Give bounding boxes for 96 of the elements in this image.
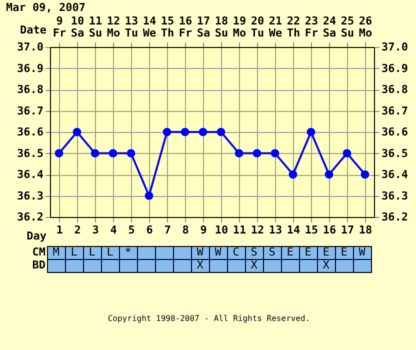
text: X bbox=[196, 258, 204, 272]
point bbox=[252, 149, 262, 158]
y-tick-label: 36.3 bbox=[17, 189, 44, 202]
point bbox=[270, 149, 280, 158]
x-tick-label: 7 bbox=[164, 224, 171, 236]
x2-tick-label: 25 Su bbox=[340, 14, 354, 40]
x-tick-label: 3 bbox=[92, 224, 99, 236]
point bbox=[54, 149, 64, 158]
x-tick-label: 8 bbox=[182, 224, 189, 236]
point bbox=[198, 128, 208, 136]
x2-tick-label: 14 We bbox=[142, 14, 156, 40]
y2-tick-label: 36.7 bbox=[382, 104, 408, 118]
y2-tick-label: 36.5 bbox=[382, 146, 408, 160]
point bbox=[126, 149, 136, 158]
y-tick-label: 36.5 bbox=[17, 146, 44, 160]
text: E bbox=[340, 246, 348, 258]
point bbox=[360, 170, 370, 179]
text: X bbox=[250, 258, 258, 272]
x2-tick-label: 11 Su bbox=[88, 14, 102, 40]
x-tick-label: 14 bbox=[286, 224, 300, 236]
point bbox=[234, 149, 244, 158]
y2-tick-label: 36.9 bbox=[382, 62, 408, 75]
point bbox=[216, 128, 226, 136]
x2-tick-label: 22 Th bbox=[286, 14, 300, 40]
point bbox=[288, 170, 298, 179]
text: S bbox=[268, 246, 276, 258]
x2-tick-label: 9 Fr bbox=[52, 14, 66, 40]
x-tick-label: 10 bbox=[214, 224, 228, 236]
x-tick-label: 18 bbox=[358, 224, 372, 236]
x2-tick-label: 23 Fr bbox=[304, 14, 318, 40]
point bbox=[90, 149, 100, 158]
x-tick-label: 11 bbox=[232, 224, 246, 236]
x-tick-label: 15 bbox=[304, 224, 318, 236]
text: C bbox=[232, 246, 240, 258]
y2-tick-label: 36.4 bbox=[382, 168, 408, 181]
y-tick-label: 36.4 bbox=[17, 168, 44, 181]
x-tick-label: 2 bbox=[74, 224, 81, 236]
x-tick-label: 9 bbox=[200, 224, 207, 236]
text: E bbox=[286, 246, 294, 258]
x2-tick-label: 16 Fr bbox=[178, 14, 192, 40]
y-tick-label: CM bbox=[32, 246, 46, 258]
x2-tick-label: 26 Mo bbox=[358, 14, 372, 40]
x-tick-label: 1 bbox=[56, 224, 64, 236]
x2-tick-label: 10 Sa bbox=[70, 14, 84, 40]
text: * bbox=[124, 246, 132, 258]
x-tick-label: 17 bbox=[340, 224, 354, 236]
text: Copyright 1998-2007 - All Rights Reserved. bbox=[108, 314, 310, 323]
x-tick-label: 6 bbox=[146, 224, 154, 236]
x-tick-label: 5 bbox=[128, 224, 135, 236]
y-tick-label: 36.9 bbox=[17, 62, 44, 75]
x2-axis-title: Date bbox=[20, 24, 47, 36]
x-tick-label: 16 bbox=[322, 224, 336, 236]
x2-tick-label: 12 Mo bbox=[106, 14, 120, 40]
text: W bbox=[358, 246, 366, 258]
x2-tick-label: 15 Th bbox=[160, 14, 174, 40]
text: L bbox=[88, 246, 96, 258]
y-tick-label: BD bbox=[32, 258, 46, 272]
y-tick-label: 36.6 bbox=[17, 126, 44, 138]
y2-tick-label: 36.8 bbox=[382, 83, 408, 96]
text: M bbox=[52, 246, 60, 258]
point bbox=[180, 128, 190, 136]
x-tick-label: 13 bbox=[268, 224, 282, 236]
x2-tick-label: 18 Su bbox=[214, 14, 228, 40]
y-tick-label: 36.2 bbox=[17, 210, 44, 224]
text: W bbox=[196, 246, 204, 258]
y2-tick-label: 36.6 bbox=[382, 126, 408, 138]
y-tick-label: 36.7 bbox=[17, 104, 44, 118]
y-tick-label: 36.8 bbox=[17, 83, 44, 96]
y2-tick-label: 36.3 bbox=[382, 189, 408, 202]
point bbox=[162, 128, 172, 136]
y2-tick-label: 37.0 bbox=[382, 40, 408, 54]
text: W bbox=[214, 246, 222, 258]
point bbox=[342, 149, 352, 158]
point bbox=[72, 128, 82, 136]
text: E bbox=[322, 246, 330, 258]
y2-tick-label: 36.2 bbox=[382, 210, 408, 224]
x-tick-label: 12 bbox=[250, 224, 264, 236]
x2-tick-label: 13 Tu bbox=[124, 14, 138, 40]
text: E bbox=[304, 246, 312, 258]
x-axis-title: Day bbox=[26, 230, 47, 242]
point bbox=[306, 128, 316, 136]
x2-tick-label: 17 Sa bbox=[196, 14, 210, 40]
x2-tick-label: 20 Tu bbox=[250, 14, 264, 40]
y-tick-label: 37.0 bbox=[17, 40, 44, 54]
text: X bbox=[322, 258, 330, 272]
point bbox=[324, 170, 334, 179]
x-tick-label: 4 bbox=[110, 224, 118, 236]
text: L bbox=[106, 246, 114, 258]
x2-tick-label: 21 We bbox=[268, 14, 282, 40]
point bbox=[108, 149, 118, 158]
x2-tick-label: 19 Mo bbox=[232, 14, 246, 40]
point bbox=[144, 192, 154, 200]
chart-title: Mar 09, 2007 bbox=[6, 1, 86, 14]
x2-tick-label: 24 Sa bbox=[322, 14, 336, 40]
text: L bbox=[70, 246, 78, 258]
text: S bbox=[250, 246, 258, 258]
